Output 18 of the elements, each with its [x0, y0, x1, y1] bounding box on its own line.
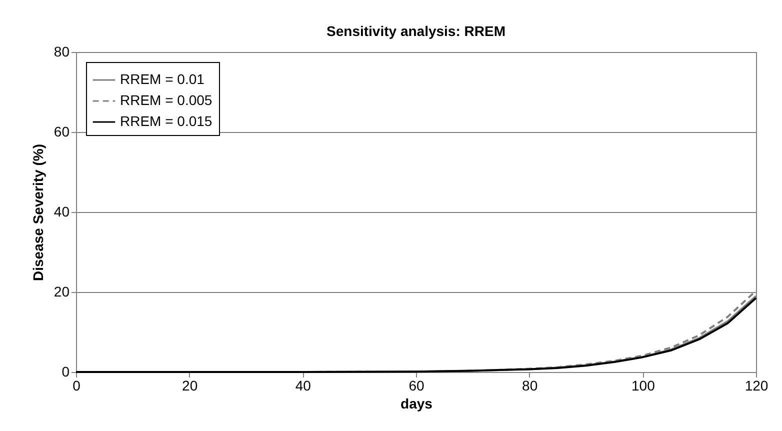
y-tick-label: 20 [54, 284, 70, 300]
legend-label: RREM = 0.01 [120, 71, 205, 87]
y-tick-label: 0 [62, 364, 70, 380]
y-axis-title: Disease Severity (%) [30, 144, 46, 281]
y-tick-label: 40 [54, 204, 70, 220]
x-tick-label: 80 [522, 378, 538, 394]
x-tick-label: 40 [295, 378, 312, 394]
x-axis-title: days [400, 396, 433, 412]
legend-label: RREM = 0.005 [120, 92, 212, 108]
chart-title: Sensitivity analysis: RREM [326, 23, 506, 39]
x-tick-label: 120 [744, 378, 768, 394]
y-tick-label: 80 [54, 44, 70, 60]
legend-label: RREM = 0.015 [120, 113, 212, 129]
x-tick-label: 60 [408, 378, 424, 394]
x-tick-label: 0 [72, 378, 81, 394]
y-tick-label: 60 [54, 124, 70, 140]
x-tick-label: 100 [631, 378, 656, 394]
x-tick-label: 20 [182, 378, 198, 394]
